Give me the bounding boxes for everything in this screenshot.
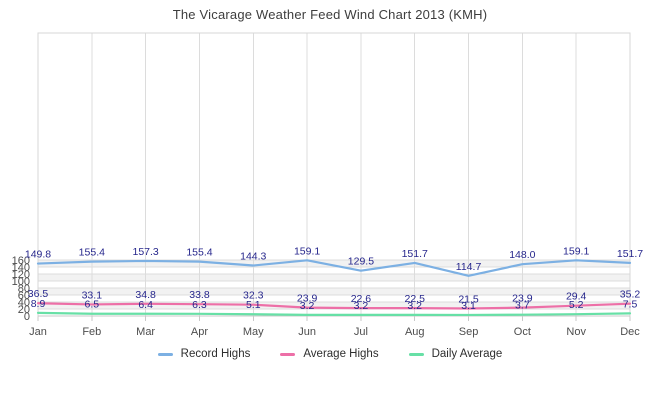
chart-legend: Record Highs Average Highs Daily Average	[0, 344, 660, 364]
x-axis-tick-label: Jan	[29, 326, 47, 338]
data-label-daily-average: 6.4	[138, 299, 153, 311]
x-axis-tick-label: Nov	[566, 326, 586, 338]
data-label-average-highs: 34.8	[135, 289, 156, 301]
legend-line-marker-icon	[280, 352, 296, 356]
data-label-average-highs: 22.6	[351, 293, 372, 305]
x-axis-tick-label: Jul	[354, 326, 368, 338]
data-label-average-highs: 29.4	[566, 291, 587, 303]
data-label-record-highs: 159.1	[563, 245, 589, 257]
legend-line-marker-icon	[157, 352, 173, 356]
x-axis-tick-label: Dec	[620, 326, 640, 338]
data-label-daily-average: 6.5	[85, 299, 100, 311]
data-label-average-highs: 33.1	[82, 289, 103, 301]
x-axis-tick-label: May	[243, 326, 264, 338]
data-label-record-highs: 157.3	[132, 246, 158, 258]
data-label-average-highs: 33.8	[189, 289, 210, 301]
x-axis-tick-label: Mar	[136, 326, 155, 338]
data-label-record-highs: 149.8	[25, 249, 51, 261]
plot-band	[38, 302, 630, 309]
legend-item-label: Record Highs	[180, 348, 251, 360]
data-label-average-highs: 23.9	[512, 293, 533, 305]
series-line-average-highs	[36, 302, 632, 310]
y-axis-tick-label: 0	[24, 311, 30, 323]
y-axis-tick-label: 120	[12, 269, 30, 281]
data-label-record-highs: 129.5	[348, 256, 374, 268]
series-line-record-highs	[36, 259, 632, 277]
data-label-average-highs: 35.2	[620, 289, 641, 301]
data-label-average-highs: 32.3	[243, 290, 264, 302]
data-label-record-highs: 159.1	[294, 245, 320, 257]
data-label-record-highs: 151.7	[617, 248, 643, 260]
data-label-daily-average: 8.9	[31, 298, 46, 310]
series-line-daily-average	[36, 311, 632, 317]
y-axis-tick-label: 160	[12, 255, 30, 267]
y-axis-tick-label: 140	[12, 262, 30, 274]
y-axis-tick-label: 80	[18, 283, 30, 295]
data-label-daily-average: 5.1	[246, 299, 261, 311]
x-axis-tick-label: Jun	[298, 326, 316, 338]
data-label-daily-average: 3.2	[407, 300, 422, 312]
data-label-average-highs: 22.5	[405, 293, 426, 305]
chart-title: The Vicarage Weather Feed Wind Chart 201…	[172, 7, 488, 22]
legend-item-label: Average Highs	[303, 348, 379, 360]
data-label-record-highs: 114.7	[456, 261, 482, 273]
legend-item-label: Daily Average	[431, 348, 503, 360]
data-label-daily-average: 3.1	[461, 300, 476, 312]
data-label-record-highs: 148.0	[509, 249, 535, 261]
y-axis-tick-label: 40	[18, 297, 30, 309]
x-axis-tick-label: Oct	[514, 326, 531, 338]
data-label-record-highs: 155.4	[79, 247, 105, 259]
x-axis-tick-label: Aug	[405, 326, 425, 338]
legend-line-marker-icon	[408, 352, 424, 356]
plot-band	[38, 288, 630, 295]
plot-band	[38, 274, 630, 281]
x-axis-tick-label: Feb	[82, 326, 101, 338]
y-axis-tick-label: 60	[18, 290, 30, 302]
plot-band	[38, 260, 630, 267]
data-label-average-highs: 21.5	[458, 293, 479, 305]
data-label-daily-average: 7.5	[623, 298, 638, 310]
x-axis-tick-label: Sep	[459, 326, 479, 338]
data-label-average-highs: 36.5	[28, 288, 49, 300]
y-axis-tick-label: 100	[12, 276, 30, 288]
data-label-daily-average: 5.2	[569, 299, 584, 311]
legend-item-record-highs[interactable]: Record Highs	[157, 348, 251, 360]
legend-item-daily-average[interactable]: Daily Average	[408, 348, 503, 360]
data-label-daily-average: 3.2	[354, 300, 369, 312]
data-label-daily-average: 3.7	[515, 300, 530, 312]
x-axis-tick-label: Apr	[191, 326, 208, 338]
y-axis-tick-label: 20	[18, 304, 30, 316]
data-label-record-highs: 144.3	[240, 250, 266, 262]
data-label-daily-average: 3.2	[300, 300, 315, 312]
data-label-record-highs: 151.7	[402, 248, 428, 260]
data-label-average-highs: 23.9	[297, 293, 318, 305]
legend-item-average-highs[interactable]: Average Highs	[280, 348, 379, 360]
data-label-daily-average: 6.3	[192, 299, 207, 311]
data-label-record-highs: 155.4	[186, 247, 212, 259]
